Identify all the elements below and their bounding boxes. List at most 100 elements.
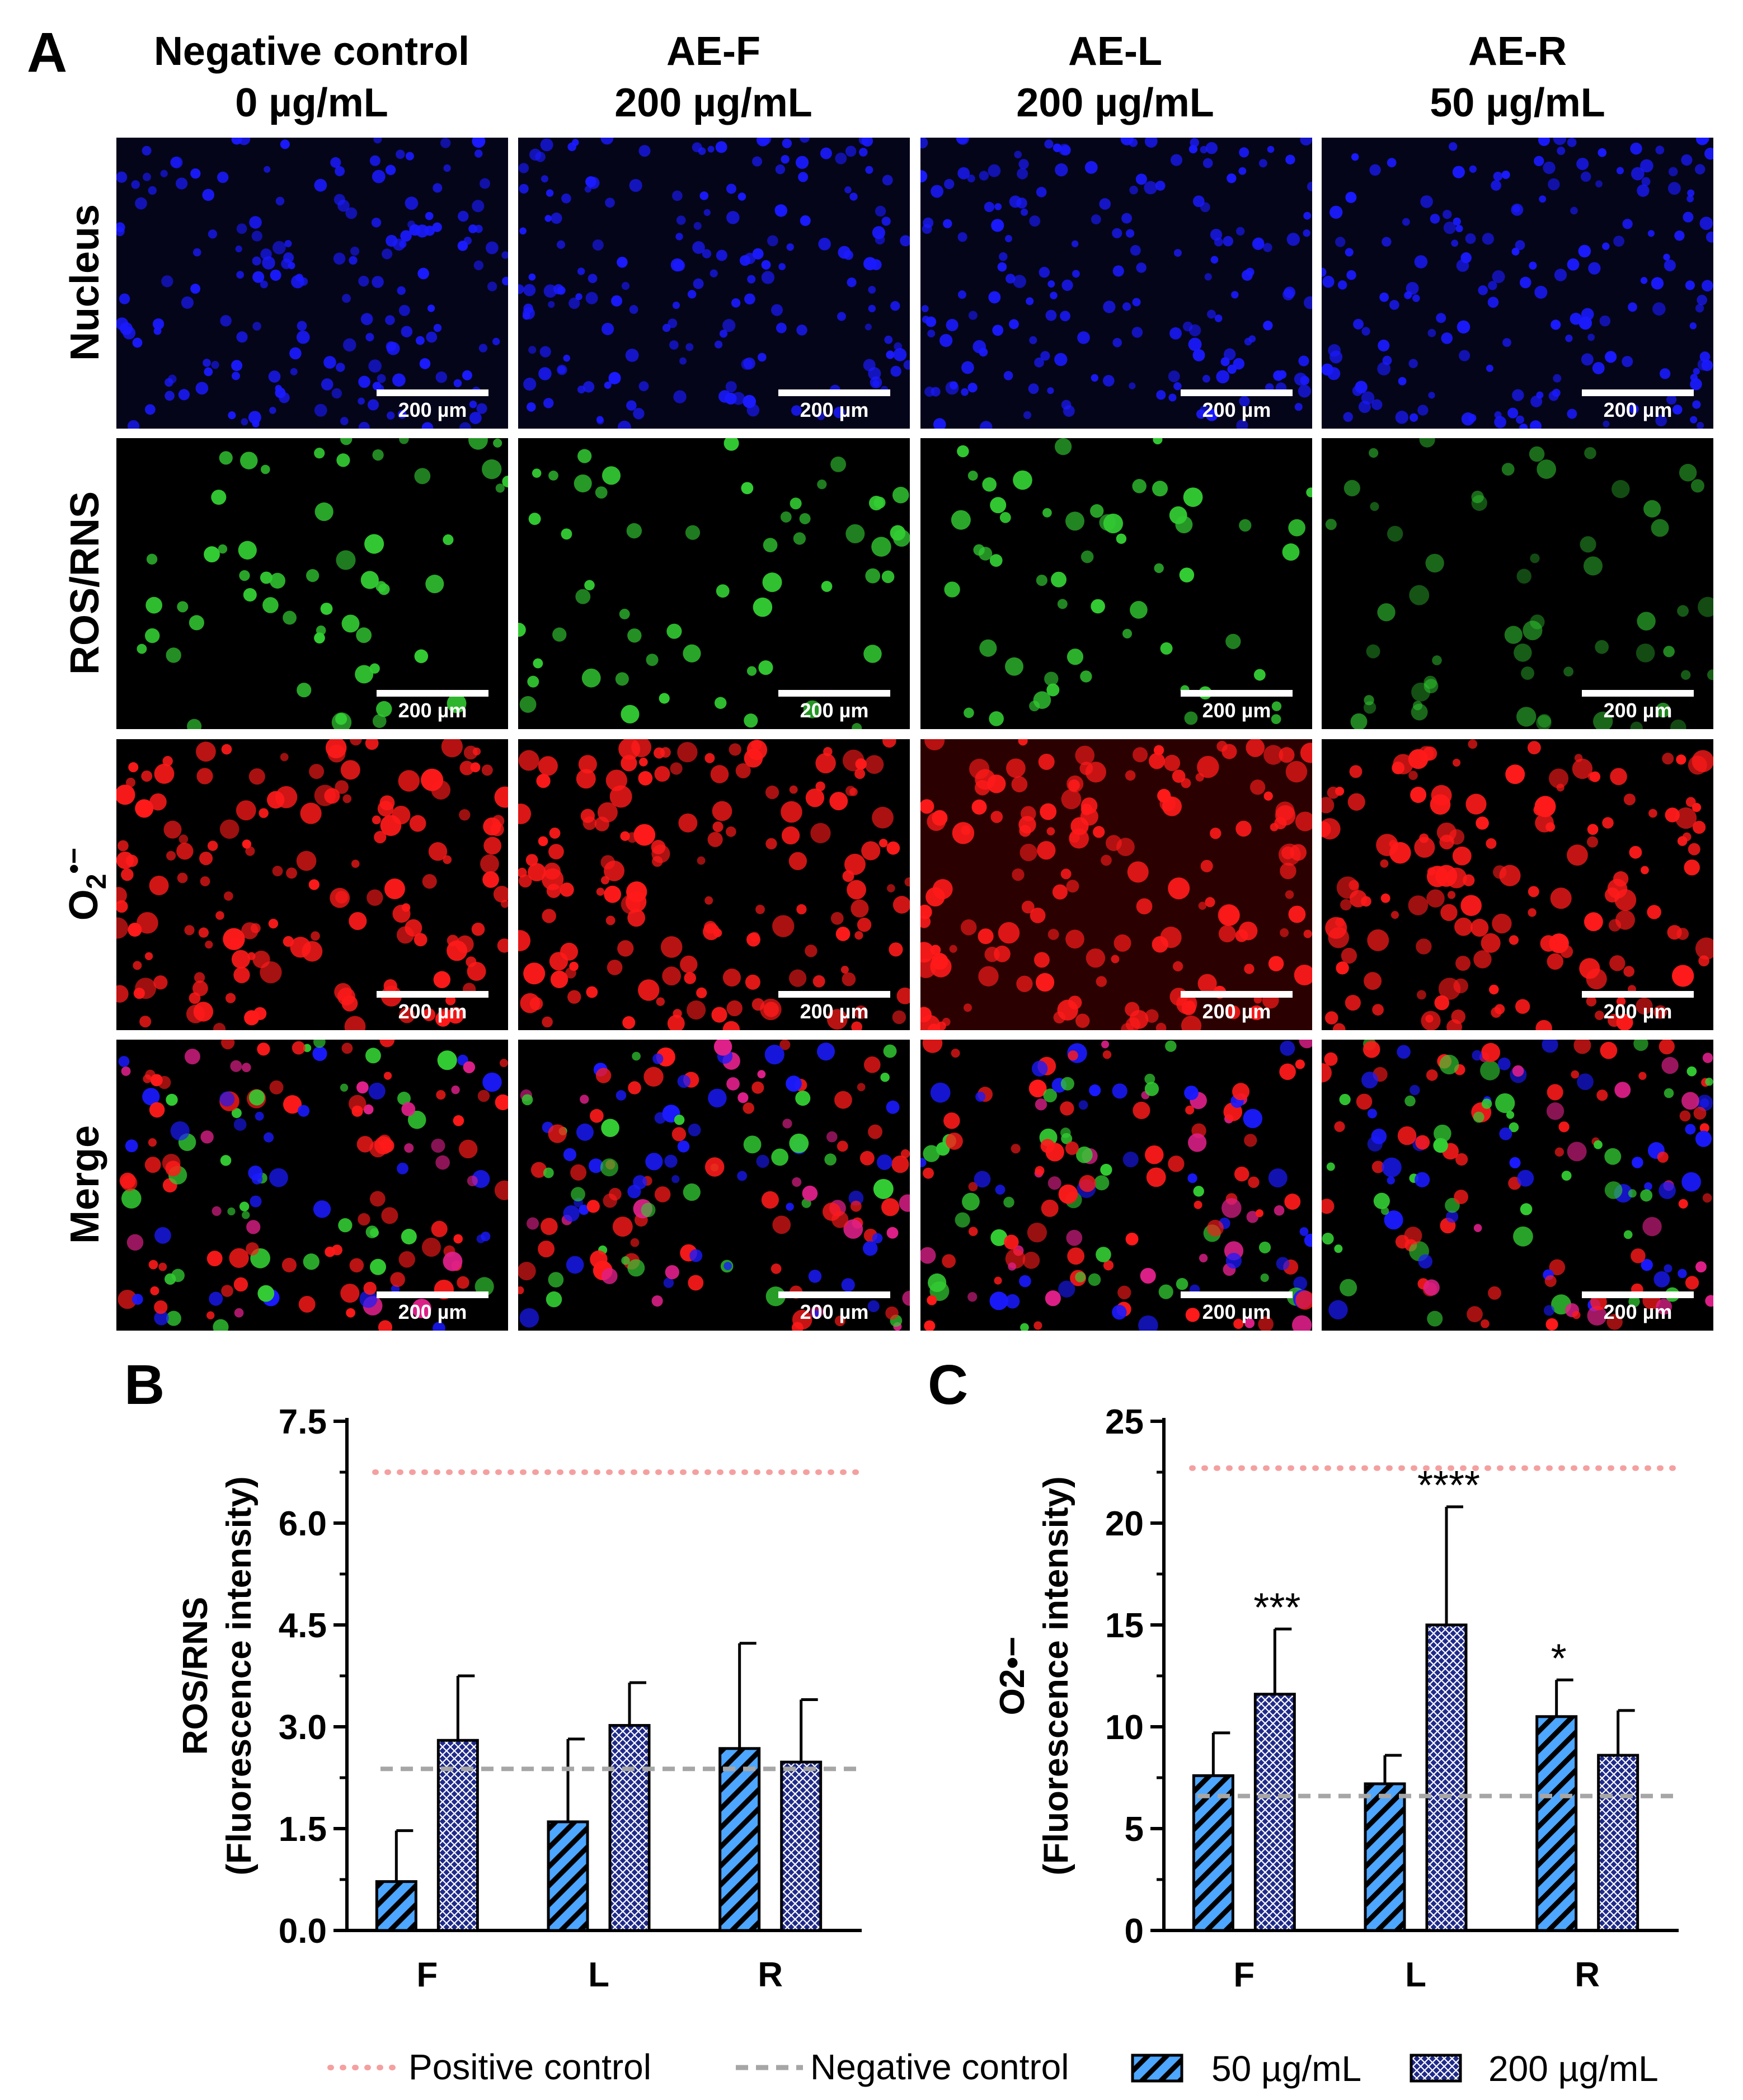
cell	[1579, 958, 1600, 979]
cell	[373, 138, 382, 144]
cell	[176, 842, 194, 860]
cell	[1587, 1305, 1607, 1326]
cell	[1063, 405, 1075, 417]
cell	[1408, 895, 1429, 915]
cell	[1612, 480, 1630, 499]
cell	[1609, 955, 1625, 971]
cell	[1326, 1162, 1335, 1171]
cell-field	[1325, 438, 1713, 729]
cell	[1298, 384, 1311, 398]
cell	[383, 1072, 392, 1080]
cell	[961, 361, 974, 374]
cell	[324, 788, 340, 804]
cell	[477, 1089, 490, 1102]
cell	[1294, 403, 1303, 411]
cell	[999, 511, 1011, 523]
cell	[398, 1251, 415, 1268]
cell	[697, 856, 706, 865]
cell	[955, 1212, 970, 1228]
cell	[952, 822, 975, 844]
cell	[672, 302, 680, 309]
scale-bar-label: 200 µm	[800, 1300, 869, 1323]
cell	[306, 569, 320, 582]
cell	[1325, 519, 1337, 530]
cell	[793, 532, 806, 545]
cell	[116, 171, 128, 183]
cell	[868, 496, 884, 511]
cell	[923, 1145, 940, 1162]
cell	[848, 1190, 864, 1206]
cell	[992, 325, 1004, 336]
cell	[1699, 1098, 1709, 1108]
cell	[575, 293, 582, 300]
cell	[1061, 1133, 1073, 1144]
cell	[863, 645, 882, 663]
cell	[551, 212, 562, 224]
cell	[1216, 370, 1230, 384]
cell	[990, 1229, 1008, 1246]
cell	[1602, 817, 1614, 829]
cell	[1294, 964, 1312, 986]
scale-bar	[1582, 991, 1694, 998]
cell	[927, 330, 936, 338]
cell	[440, 138, 451, 148]
cell	[845, 524, 865, 543]
cell	[1644, 1182, 1652, 1191]
cell	[1695, 1130, 1712, 1147]
cell	[1584, 447, 1596, 459]
cell	[397, 1162, 408, 1175]
cell	[443, 164, 451, 172]
cell	[392, 806, 411, 825]
cell	[1187, 1173, 1197, 1183]
cell	[519, 227, 527, 235]
cell	[1554, 269, 1567, 281]
cell	[920, 1247, 936, 1264]
cell	[1036, 575, 1047, 586]
cell	[882, 175, 893, 186]
cell	[1236, 227, 1245, 236]
cell	[1565, 335, 1573, 342]
cell	[482, 459, 502, 480]
cell	[296, 851, 317, 871]
cell	[1145, 1145, 1164, 1164]
cell	[638, 381, 649, 392]
cell	[1605, 351, 1617, 363]
cell	[1670, 719, 1686, 729]
cell	[1628, 1295, 1640, 1308]
cell	[1576, 157, 1589, 171]
cell	[1186, 1000, 1195, 1009]
cell	[1112, 1083, 1127, 1099]
cell	[1020, 843, 1037, 862]
cell	[743, 394, 757, 408]
cell	[189, 615, 204, 631]
y-axis-label-line: (Fluorescence intensity)	[1037, 1476, 1075, 1875]
cell	[1410, 1084, 1420, 1096]
cell	[617, 256, 628, 268]
cell	[854, 931, 863, 940]
cell	[252, 271, 265, 283]
cell	[767, 235, 778, 247]
cell	[1244, 1134, 1257, 1147]
cell	[580, 1094, 589, 1104]
cell	[469, 411, 482, 424]
cell	[1608, 919, 1622, 932]
cell	[582, 381, 595, 393]
cell	[1486, 364, 1493, 372]
cell	[161, 275, 173, 288]
cell	[1446, 1019, 1462, 1030]
cell	[457, 1276, 469, 1289]
cell	[692, 241, 705, 254]
cell	[1600, 1041, 1618, 1059]
cell	[602, 466, 621, 485]
cell	[1505, 764, 1525, 784]
cell	[799, 513, 811, 524]
micrograph-green-1: 200 µm	[116, 438, 508, 729]
cell	[351, 859, 360, 868]
cell	[548, 301, 555, 308]
x-tick-label: F	[416, 1956, 438, 1994]
cell	[1019, 1275, 1031, 1288]
cell	[930, 956, 952, 978]
cell	[600, 876, 609, 885]
cell	[945, 381, 959, 395]
cell	[751, 1081, 764, 1094]
